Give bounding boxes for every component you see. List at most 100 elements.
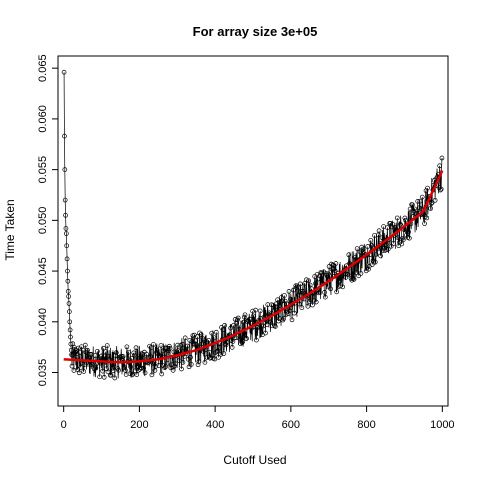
data-point	[176, 358, 182, 363]
data-point	[160, 348, 166, 354]
data-point	[175, 342, 180, 348]
data-point	[208, 355, 214, 360]
data-point	[95, 348, 100, 354]
data-point	[182, 335, 188, 341]
data-point	[314, 272, 320, 277]
data-point	[103, 349, 109, 355]
data-point	[429, 200, 435, 205]
data-point	[379, 235, 385, 241]
data-point	[162, 365, 168, 370]
data-point	[291, 310, 297, 316]
data-point	[257, 308, 263, 314]
data-point	[62, 133, 67, 139]
data-point	[108, 372, 114, 378]
data-point	[255, 325, 261, 330]
data-point	[340, 284, 346, 290]
data-point	[64, 256, 70, 262]
data-point	[105, 369, 111, 375]
data-point	[277, 303, 283, 309]
data-point	[346, 252, 352, 258]
data-point	[62, 167, 68, 172]
data-point	[218, 352, 224, 357]
data-point	[392, 225, 398, 230]
data-point	[276, 316, 282, 321]
data-point	[104, 343, 110, 348]
plot-frame	[57, 55, 449, 407]
data-point	[304, 277, 309, 283]
data-point	[198, 332, 204, 337]
data-point	[254, 337, 259, 343]
y-tick-label-4: 0.055	[37, 156, 49, 184]
data-point	[173, 361, 178, 367]
data-point	[191, 341, 196, 347]
data-point	[295, 292, 301, 298]
data-point	[276, 318, 281, 324]
data-point	[317, 273, 323, 279]
data-point	[124, 344, 130, 350]
y-tick-label-1: 0.040	[37, 308, 49, 336]
data-point	[288, 296, 293, 302]
data-point	[216, 354, 221, 360]
data-point	[407, 235, 412, 241]
data-point	[357, 249, 363, 255]
data-point	[391, 241, 396, 246]
data-point	[313, 281, 318, 286]
data-point	[129, 372, 135, 378]
data-point	[354, 246, 360, 251]
data-point	[283, 312, 289, 317]
data-point	[244, 336, 249, 341]
data-point	[352, 254, 358, 260]
data-point	[371, 259, 377, 265]
data-point	[149, 372, 155, 378]
data-point	[66, 301, 72, 306]
data-point	[291, 287, 296, 293]
data-point	[333, 261, 339, 266]
data-point	[271, 307, 277, 313]
data-point	[235, 315, 241, 321]
data-point	[275, 297, 280, 303]
data-point	[289, 317, 295, 323]
data-point	[395, 235, 401, 241]
data-series	[61, 69, 445, 381]
data-point	[77, 350, 83, 356]
data-point	[132, 352, 137, 358]
data-point	[437, 163, 443, 169]
data-point	[166, 348, 171, 353]
data-point	[76, 345, 81, 351]
data-point	[63, 226, 69, 231]
data-point	[376, 228, 382, 234]
data-point	[180, 360, 186, 365]
x-tick-label-2: 400	[206, 419, 224, 431]
data-point	[66, 294, 71, 299]
data-point	[93, 365, 99, 371]
data-point	[282, 298, 288, 304]
data-point	[62, 197, 68, 203]
data-point	[120, 354, 126, 359]
data-point	[68, 341, 74, 347]
data-point	[318, 270, 324, 275]
data-point	[171, 349, 177, 355]
y-tick-label-5: 0.060	[37, 105, 49, 133]
data-point	[251, 313, 256, 319]
data-point	[132, 368, 138, 374]
x-tick-label-5: 1000	[430, 419, 454, 431]
data-point	[63, 212, 68, 218]
data-point	[410, 202, 415, 208]
data-point	[282, 293, 287, 298]
data-point	[432, 197, 438, 203]
data-point	[325, 274, 330, 280]
data-point	[78, 365, 84, 370]
data-point	[100, 368, 106, 374]
data-point	[372, 259, 378, 265]
data-point	[390, 221, 396, 227]
data-point	[400, 237, 406, 243]
x-axis: 0 200 400 600 800 1000	[61, 406, 455, 431]
data-point	[423, 188, 429, 194]
data-point	[67, 327, 73, 333]
y-tick-label-2: 0.045	[37, 257, 49, 285]
data-point	[358, 271, 364, 276]
data-point	[313, 299, 319, 305]
data-point	[373, 251, 379, 257]
data-point	[316, 290, 321, 296]
